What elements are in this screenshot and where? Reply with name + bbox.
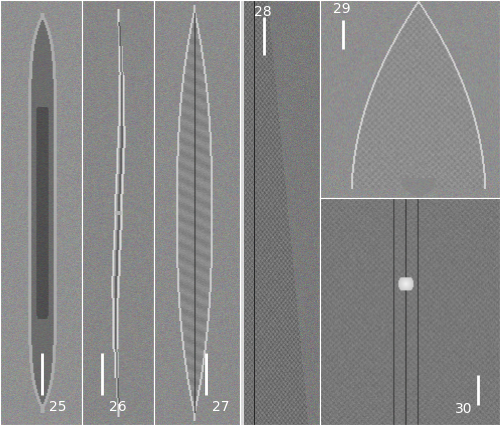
Text: 25: 25	[49, 400, 66, 414]
Text: 29: 29	[332, 2, 350, 16]
Text: 30: 30	[455, 402, 472, 416]
Text: 28: 28	[254, 5, 272, 19]
Text: 27: 27	[212, 400, 230, 414]
Text: 26: 26	[109, 400, 126, 414]
